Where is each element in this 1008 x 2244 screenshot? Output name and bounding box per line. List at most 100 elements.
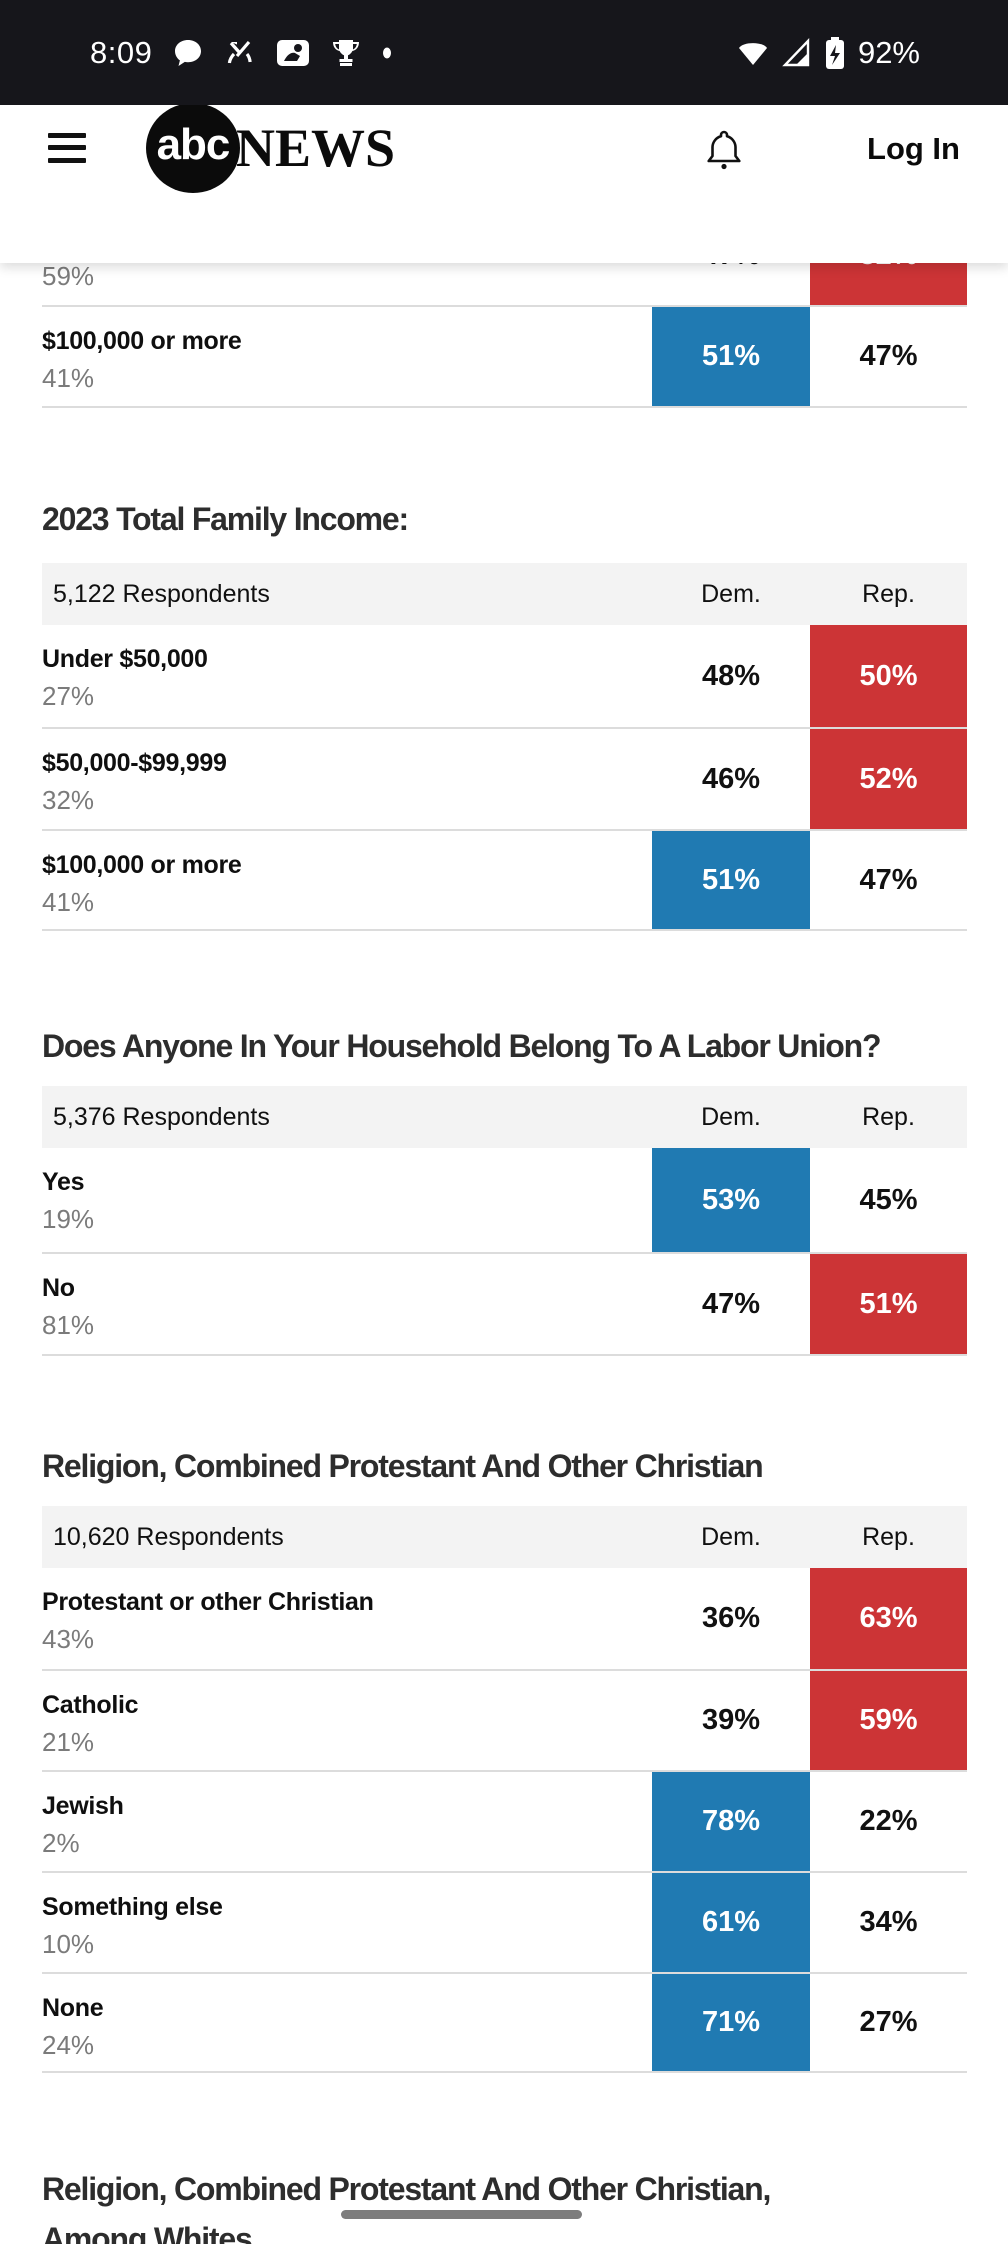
abc-news-logo[interactable]: abc NEWS — [146, 102, 396, 193]
row-label: $100,000 or more — [42, 851, 242, 879]
poll-section-income: 2023 Total Family Income: 5,122 Responde… — [42, 497, 967, 931]
rep-value-cell: 50% — [810, 625, 967, 727]
row-sublabel: 27% — [42, 681, 95, 711]
dem-value-cell: 78% — [652, 1772, 810, 1871]
rep-column-header: Rep. — [862, 579, 915, 608]
nav-row: abc NEWS Log In — [0, 102, 1008, 193]
dem-column-header: Dem. — [701, 579, 761, 608]
status-left-cluster: 8:09 — [90, 35, 392, 71]
table-row: $100,000 or more 41% 51% 47% — [42, 829, 967, 931]
row-sublabel: 2% — [42, 1828, 80, 1858]
trophy-icon — [333, 39, 360, 66]
row-sublabel: 59% — [42, 261, 95, 291]
row-sublabel: 21% — [42, 1727, 95, 1757]
abc-logo-circle: abc — [146, 102, 240, 193]
dem-value-cell: 47% — [701, 1287, 761, 1320]
notification-dot-icon — [383, 47, 392, 58]
status-right-cluster: 92% — [736, 35, 920, 71]
table-row: $100,000 or more 41% 51% 47% — [42, 305, 967, 408]
rep-value-cell: 47% — [859, 863, 918, 896]
rep-value-cell: 59% — [810, 1671, 967, 1770]
respondents-label: 5,376 Respondents — [53, 1102, 270, 1131]
rep-value-cell: 27% — [859, 2006, 918, 2038]
row-sublabel: 41% — [42, 887, 95, 917]
row-label: Under $50,000 — [42, 645, 208, 673]
menu-icon[interactable] — [48, 132, 86, 163]
row-sublabel: 19% — [42, 1204, 95, 1234]
section-heading: 2023 Total Family Income: — [42, 501, 409, 537]
wifi-icon — [738, 42, 767, 65]
table-header-row: 10,620 Respondents Dem. Rep. — [42, 1506, 967, 1568]
login-button[interactable]: Log In — [867, 131, 960, 166]
table-row: Something else 10% 61% 34% — [42, 1871, 967, 1972]
app-header: abc NEWS Log In — [0, 102, 1008, 263]
table-row: Protestant or other Christian 43% 36% 63… — [42, 1568, 967, 1669]
dem-value-cell: 39% — [701, 1704, 761, 1736]
table-row: Yes 19% 53% 45% — [42, 1148, 967, 1252]
table-row: Catholic 21% 39% 59% — [42, 1669, 967, 1770]
rep-value-cell: 47% — [859, 340, 918, 372]
poll-section-religion: Religion, Combined Protestant And Other … — [42, 1444, 967, 2073]
news-wordmark: NEWS — [236, 117, 396, 178]
row-label: $50,000-$99,999 — [42, 749, 227, 777]
table-row: $50,000-$99,999 32% 46% 52% — [42, 727, 967, 829]
row-sublabel: 10% — [42, 1929, 95, 1959]
battery-percent: 92% — [857, 34, 920, 70]
table-row: None 24% 71% 27% — [42, 1972, 967, 2073]
row-label: Protestant or other Christian — [42, 1588, 374, 1616]
rep-value-cell: 63% — [810, 1568, 967, 1669]
rep-column-header: Rep. — [862, 1102, 915, 1131]
dem-value-cell: 46% — [701, 762, 761, 795]
poll-section-union: Does Anyone In Your Household Belong To … — [42, 1024, 967, 1356]
rep-value-cell: 52% — [810, 729, 967, 829]
rep-column-header: Rep. — [862, 1522, 915, 1551]
mlb-icon — [277, 39, 310, 66]
table-header-row: 5,376 Respondents Dem. Rep. — [42, 1086, 967, 1148]
row-sublabel: 41% — [42, 363, 95, 393]
section-heading: Does Anyone In Your Household Belong To … — [42, 1028, 881, 1064]
dem-value-cell: 48% — [701, 659, 761, 692]
table-row: Under $50,000 27% 48% 50% — [42, 625, 967, 727]
cellular-signal-icon — [782, 37, 810, 66]
dem-column-header: Dem. — [701, 1522, 761, 1551]
rep-value-cell: 45% — [859, 1183, 918, 1216]
dem-value-cell: 51% — [652, 831, 810, 929]
dem-value-cell: 36% — [701, 1602, 761, 1634]
chat-bubble-icon — [175, 39, 202, 66]
section-heading: Religion, Combined Protestant And Other … — [42, 1448, 764, 1484]
table-header-row: 5,122 Respondents Dem. Rep. — [42, 563, 967, 625]
row-sublabel: 32% — [42, 785, 95, 815]
dem-value-cell: 71% — [652, 1974, 810, 2071]
respondents-label: 10,620 Respondents — [53, 1522, 284, 1551]
dem-column-header: Dem. — [701, 1102, 761, 1131]
table-row: No 81% 47% 51% — [42, 1252, 967, 1356]
footer-heading-line2: Among Whites. — [42, 2221, 260, 2244]
table-row: Jewish 2% 78% 22% — [42, 1770, 967, 1871]
respondents-label: 5,122 Respondents — [53, 579, 270, 608]
sports-icon — [228, 40, 253, 63]
row-label: Jewish — [42, 1792, 124, 1820]
row-sublabel: 24% — [42, 2030, 95, 2060]
row-label: None — [42, 1994, 104, 2022]
clock: 8:09 — [90, 34, 153, 70]
row-label: Yes — [42, 1168, 85, 1196]
row-sublabel: 81% — [42, 1310, 95, 1340]
row-label: No — [42, 1274, 75, 1302]
row-label: Catholic — [42, 1691, 139, 1719]
dem-value-cell: 53% — [652, 1148, 810, 1252]
row-label: Something else — [42, 1893, 223, 1921]
footer-heading: Religion, Combined Protestant And Other … — [42, 2164, 967, 2244]
rep-value-cell: 34% — [859, 1906, 918, 1938]
dem-value-cell: 61% — [652, 1873, 810, 1972]
rep-value-cell: 22% — [859, 1805, 918, 1837]
scroll-indicator — [341, 2210, 582, 2219]
bell-icon[interactable] — [702, 127, 746, 178]
row-sublabel: 43% — [42, 1624, 95, 1654]
abc-logo-text: abc — [156, 119, 231, 169]
status-bar: 8:09 — [0, 0, 1008, 105]
footer-heading-line1: Religion, Combined Protestant And Other … — [42, 2171, 771, 2207]
row-label: $100,000 or more — [42, 327, 242, 355]
rep-value-cell: 51% — [810, 1254, 967, 1354]
battery-icon — [825, 36, 844, 69]
